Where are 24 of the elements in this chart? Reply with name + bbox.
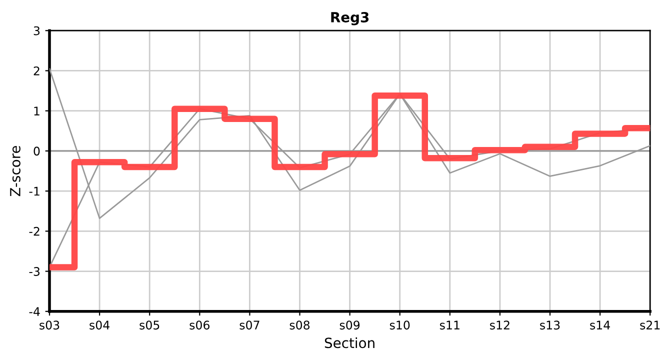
x-tick-label: s07 <box>240 320 260 330</box>
y-tick-label: -3 <box>29 267 40 276</box>
y-tick-label: 0 <box>34 146 40 156</box>
x-tick-label: s05 <box>140 320 160 330</box>
x-tick-label: s04 <box>90 320 110 330</box>
x-tick-label: s13 <box>540 320 560 330</box>
y-tick-label: 3 <box>34 26 40 36</box>
x-tick-label: s14 <box>590 320 610 330</box>
x-tick-label: s08 <box>290 320 310 330</box>
chart-title: Reg3 <box>331 12 369 26</box>
y-tick-label: -2 <box>29 226 40 236</box>
x-tick-label: s06 <box>190 320 210 330</box>
y-tick-label: -4 <box>29 307 40 316</box>
x-tick-label: s09 <box>340 320 360 330</box>
x-axis-title: Section <box>324 337 374 348</box>
x-tick-label: s11 <box>440 320 460 330</box>
x-tick-label: s21 <box>640 320 660 330</box>
x-tick-label: s10 <box>390 320 410 330</box>
x-tick-label: s12 <box>490 320 510 330</box>
y-tick-label: 2 <box>34 66 40 76</box>
y-tick-label: 1 <box>34 106 40 116</box>
x-tick-label: s03 <box>40 320 60 330</box>
y-axis-title: Z-score <box>10 146 20 196</box>
y-tick-label: -1 <box>29 186 40 196</box>
